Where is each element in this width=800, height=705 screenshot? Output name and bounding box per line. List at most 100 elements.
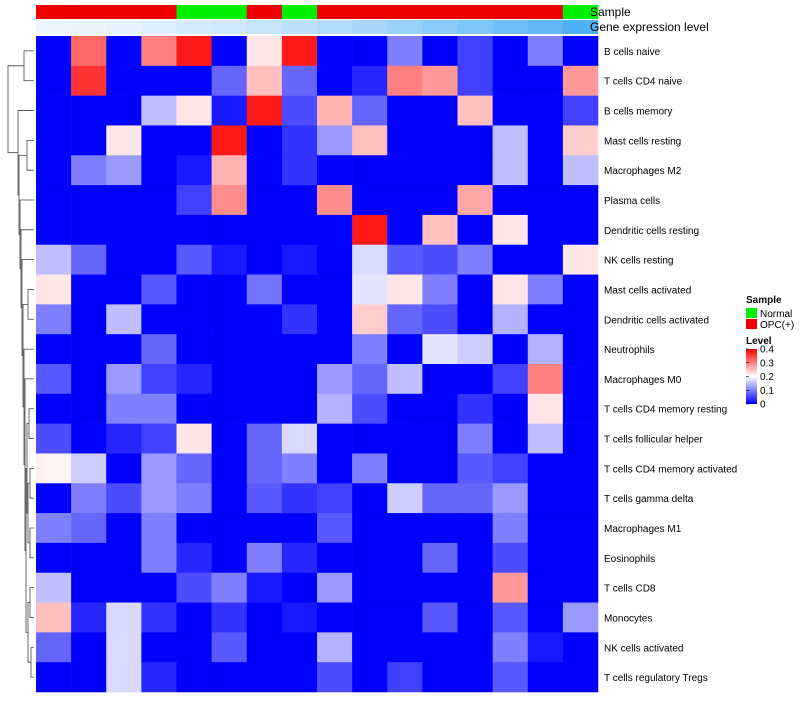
heatmap-cell	[36, 65, 72, 96]
row-label: Mast cells activated	[604, 285, 691, 296]
heatmap-cell	[352, 364, 388, 395]
heatmap-cell	[281, 214, 318, 246]
heatmap-cell	[106, 155, 142, 186]
heatmap-cell	[387, 483, 423, 514]
heatmap-cell	[422, 632, 458, 663]
gene-expression-annotation-label: Gene expression level	[590, 20, 709, 34]
heatmap-cell	[36, 185, 72, 216]
heatmap-cell	[211, 304, 248, 335]
gene-expression-cell	[36, 20, 72, 34]
heatmap-cell	[317, 364, 353, 395]
row-label: Plasma cells	[604, 196, 660, 207]
heatmap-cell	[71, 155, 107, 186]
heatmap-cell	[352, 334, 388, 365]
heatmap-cell	[176, 364, 212, 395]
legend-level-ticks: 0.4 0.3 0.2 0.1 0	[746, 345, 774, 411]
heatmap-cell	[422, 453, 458, 484]
heatmap-cell	[246, 513, 283, 544]
heatmap-cell	[71, 274, 107, 305]
heatmap-cell	[246, 185, 283, 216]
heatmap-cell	[246, 304, 283, 335]
heatmap-cell	[211, 36, 248, 67]
row-label: NK cells activated	[604, 643, 683, 654]
heatmap-cell	[387, 185, 423, 216]
heatmap-cell	[106, 513, 142, 544]
dendrogram-branch	[19, 199, 34, 270]
heatmap-cell	[422, 334, 458, 365]
heatmap-cell	[141, 214, 177, 246]
heatmap-cell	[492, 662, 529, 693]
heatmap-cell	[71, 95, 107, 126]
heatmap-cell	[387, 632, 423, 663]
heatmap-cell	[246, 423, 283, 454]
heatmap-cell	[387, 36, 423, 67]
heatmap-cell	[562, 662, 599, 693]
heatmap-cell	[281, 572, 318, 603]
heatmap-cell	[246, 155, 283, 186]
heatmap-cell	[36, 125, 72, 156]
row-label: B cells memory	[604, 107, 672, 118]
heatmap-cell	[387, 453, 423, 484]
gene-expression-cell	[317, 20, 353, 34]
heatmap-cell	[422, 483, 458, 514]
heatmap-cell	[141, 65, 177, 96]
heatmap-cell	[457, 95, 493, 126]
heatmap-cell	[71, 65, 107, 96]
dendrogram-branch	[20, 229, 34, 309]
heatmap-cell	[71, 214, 107, 246]
heatmap-cell	[352, 36, 388, 67]
heatmap-cell	[317, 125, 353, 156]
heatmap-cell	[281, 602, 318, 633]
dendrogram-branch	[30, 646, 34, 678]
heatmap-cell	[106, 274, 142, 305]
heatmap-cell	[106, 542, 142, 574]
heatmap-cell	[457, 453, 493, 484]
heatmap-cell	[106, 602, 142, 633]
heatmap-cell	[106, 483, 142, 514]
heatmap-cell	[176, 483, 212, 514]
heatmap-cell	[36, 214, 72, 246]
heatmap-cell	[71, 334, 107, 365]
heatmap-cell	[457, 214, 493, 246]
heatmap-cell	[281, 155, 318, 186]
heatmap-cell	[317, 95, 353, 126]
row-label: T cells CD8	[604, 584, 656, 595]
heatmap-cell	[457, 36, 493, 67]
heatmap-cell	[246, 393, 283, 424]
heatmap-cell	[36, 542, 72, 574]
heatmap-cell	[36, 632, 72, 663]
heatmap-cell	[457, 155, 493, 186]
legend-tick-label: 0	[760, 400, 766, 411]
heatmap-cell	[106, 125, 142, 156]
heatmap-cell	[211, 423, 248, 454]
heatmap-cell	[527, 602, 564, 633]
heatmap-cell	[492, 513, 529, 544]
gene-expression-cell	[176, 20, 212, 34]
gene-expression-cell	[281, 20, 318, 34]
heatmap-cell	[492, 542, 529, 574]
legend-tick-label: 0.3	[760, 358, 774, 369]
heatmap-cell	[492, 155, 529, 186]
dendrogram-branch	[26, 139, 34, 171]
gene-expression-cell	[492, 20, 529, 34]
sample-annotation-cell	[562, 5, 599, 19]
dendrogram-branch	[23, 348, 34, 466]
heatmap-cell	[71, 423, 107, 454]
heatmap-cell	[141, 393, 177, 424]
heatmap-cell	[141, 274, 177, 305]
heatmap-cell	[492, 304, 529, 335]
heatmap-cell	[387, 602, 423, 633]
heatmap-cell	[211, 453, 248, 484]
heatmap-cell	[211, 662, 248, 693]
heatmap-cell	[422, 364, 458, 395]
heatmap-cell	[387, 304, 423, 335]
heatmap-cell	[211, 185, 248, 216]
heatmap-cell	[106, 393, 142, 424]
heatmap-cell	[176, 602, 212, 633]
sample-annotation-cell	[71, 5, 107, 19]
row-label: Monocytes	[604, 613, 652, 624]
heatmap-cell	[36, 334, 72, 365]
heatmap-cell	[281, 304, 318, 335]
heatmap-cell	[352, 244, 388, 275]
